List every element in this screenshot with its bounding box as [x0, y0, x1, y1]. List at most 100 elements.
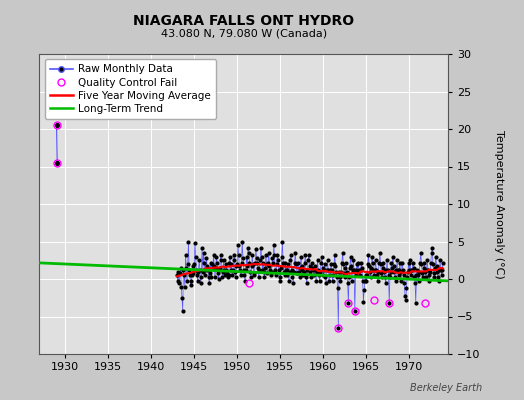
- Point: [215, 267, 223, 273]
- Point: [273, 252, 281, 258]
- Point: [237, 272, 245, 278]
- Point: [381, 280, 390, 286]
- Point: [363, 272, 371, 278]
- Point: [313, 268, 321, 275]
- Point: [247, 274, 255, 280]
- Point: [257, 244, 265, 251]
- Point: [274, 257, 282, 264]
- Point: [314, 267, 322, 273]
- Point: [175, 280, 183, 286]
- Point: [321, 274, 330, 280]
- Point: [290, 268, 298, 275]
- Point: [275, 278, 283, 284]
- Point: [308, 259, 316, 266]
- Point: [312, 278, 320, 284]
- Point: [286, 257, 294, 264]
- Point: [397, 268, 406, 275]
- Point: [195, 257, 203, 264]
- Point: [210, 252, 218, 258]
- Point: [354, 268, 362, 275]
- Point: [226, 267, 235, 273]
- Point: [235, 262, 244, 269]
- Point: [214, 276, 223, 282]
- Point: [356, 267, 365, 273]
- Point: [427, 259, 435, 266]
- Point: [358, 264, 366, 271]
- Point: [266, 267, 275, 273]
- Point: [265, 262, 274, 269]
- Point: [242, 253, 250, 260]
- Point: [298, 267, 307, 273]
- Point: [183, 261, 192, 267]
- Point: [346, 253, 355, 260]
- Point: [236, 267, 244, 273]
- Point: [212, 264, 220, 271]
- Point: [204, 267, 212, 273]
- Point: [417, 250, 425, 256]
- Point: [405, 259, 413, 266]
- Point: [376, 250, 384, 256]
- Point: [434, 274, 442, 280]
- Point: [224, 272, 233, 278]
- Point: [230, 257, 238, 264]
- Point: [432, 253, 440, 260]
- Point: [408, 267, 417, 273]
- Point: [424, 267, 432, 273]
- Point: [372, 267, 380, 273]
- Point: [272, 261, 281, 267]
- Point: [207, 274, 215, 280]
- Point: [304, 257, 312, 264]
- Point: [278, 238, 287, 245]
- Point: [430, 270, 438, 276]
- Point: [293, 270, 302, 276]
- Point: [354, 259, 363, 266]
- Point: [288, 274, 297, 280]
- Point: [351, 272, 359, 278]
- Point: [377, 270, 386, 276]
- Point: [278, 253, 286, 260]
- Point: [360, 287, 368, 294]
- Point: [337, 259, 346, 266]
- Point: [387, 259, 396, 266]
- Point: [199, 268, 207, 275]
- Point: [259, 268, 268, 275]
- Point: [395, 272, 403, 278]
- Point: [319, 272, 328, 278]
- Point: [191, 240, 199, 246]
- Point: [370, 267, 379, 273]
- Point: [364, 261, 372, 267]
- Point: [192, 267, 201, 273]
- Point: [315, 278, 324, 284]
- Point: [378, 264, 387, 271]
- Point: [383, 257, 391, 264]
- Point: [272, 272, 280, 278]
- Point: [364, 252, 373, 258]
- Point: [362, 278, 370, 284]
- Point: [320, 267, 328, 273]
- Point: [53, 160, 61, 166]
- Point: [232, 262, 241, 269]
- Point: [234, 242, 242, 248]
- Point: [277, 264, 285, 271]
- Point: [245, 250, 253, 256]
- Point: [349, 257, 357, 264]
- Point: [178, 294, 186, 301]
- Point: [436, 257, 444, 264]
- Point: [359, 298, 368, 305]
- Point: [232, 274, 240, 280]
- Point: [213, 259, 221, 266]
- Point: [294, 259, 302, 266]
- Point: [193, 272, 201, 278]
- Point: [339, 250, 347, 256]
- Point: [347, 262, 355, 269]
- Point: [219, 268, 227, 275]
- Point: [333, 274, 341, 280]
- Point: [202, 255, 211, 261]
- Point: [412, 272, 421, 278]
- Point: [289, 280, 297, 286]
- Text: 43.080 N, 79.080 W (Canada): 43.080 N, 79.080 W (Canada): [160, 29, 327, 39]
- Point: [335, 268, 343, 275]
- Point: [288, 267, 296, 273]
- Point: [353, 261, 361, 267]
- Point: [261, 252, 270, 258]
